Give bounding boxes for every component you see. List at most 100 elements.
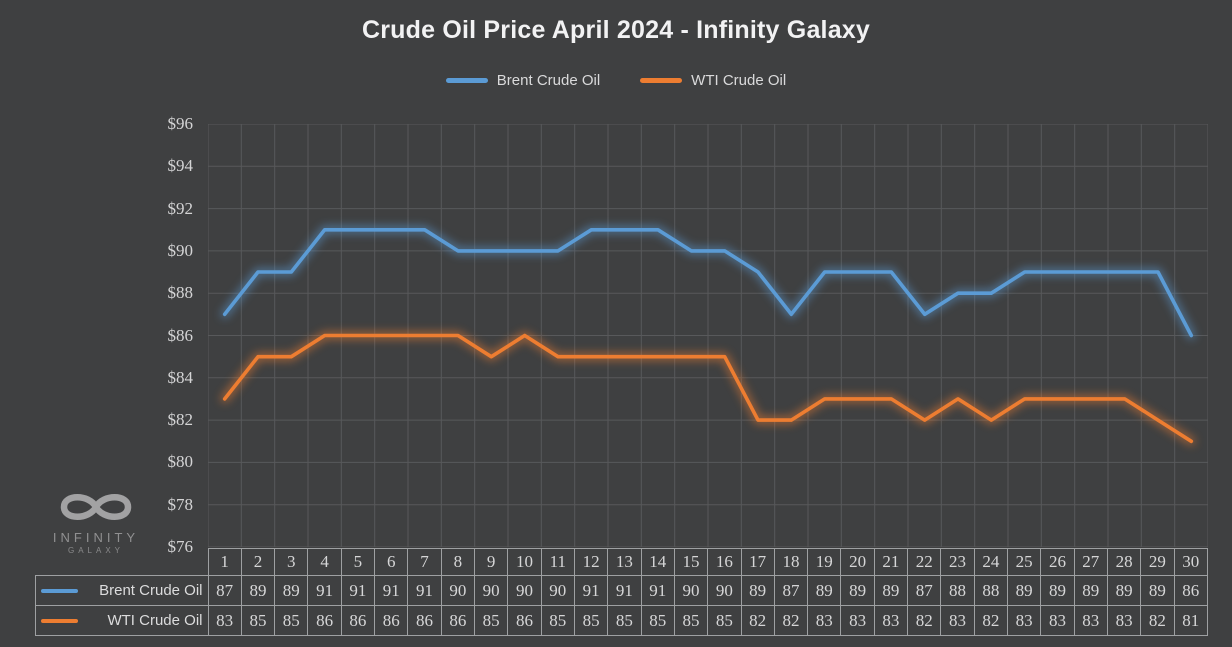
table-day-header: 9: [473, 548, 509, 576]
table-value-cell: 83: [1006, 605, 1042, 636]
table-value-cell: 89: [1073, 575, 1108, 606]
table-day-header: 3: [274, 548, 309, 576]
table-day-header: 13: [607, 548, 642, 576]
table-value-cell: 85: [707, 605, 742, 636]
table-day-header: 29: [1140, 548, 1175, 576]
table-day-header: 6: [374, 548, 409, 576]
table-value-cell: 82: [973, 605, 1009, 636]
legend-item-brent: Brent Crude Oil: [445, 72, 601, 89]
table-day-header: 14: [640, 548, 675, 576]
table-value-cell: 86: [1173, 575, 1209, 606]
table-value-cell: 83: [807, 605, 842, 636]
table-value-cell: 91: [607, 575, 642, 606]
table-value-cell: 83: [840, 605, 875, 636]
infinity-galaxy-logo: INFINITY GALAXY: [38, 490, 154, 555]
table-value-cell: 82: [907, 605, 942, 636]
table-value-cell: 86: [307, 605, 342, 636]
table-day-header: 18: [773, 548, 809, 576]
logo-text-galaxy: GALAXY: [67, 546, 124, 555]
table-value-cell: 85: [540, 605, 575, 636]
table-value-cell: 87: [773, 575, 809, 606]
table-day-header: 27: [1073, 548, 1108, 576]
table-value-cell: 86: [407, 605, 442, 636]
y-axis-tick-label: $94: [167, 156, 194, 176]
infinity-icon: [60, 494, 132, 520]
table-value-cell: 90: [540, 575, 575, 606]
table-day-header: 25: [1006, 548, 1042, 576]
table-value-cell: 90: [507, 575, 542, 606]
table-day-header: 12: [573, 548, 609, 576]
chart-legend: Brent Crude Oil WTI Crude Oil: [0, 72, 1232, 89]
table-value-cell: 87: [207, 575, 242, 606]
wti-line-swatch-icon: [640, 78, 683, 83]
table-day-header: 10: [507, 548, 542, 576]
table-day-header: 8: [440, 548, 476, 576]
series-line-wti: [222, 333, 1194, 444]
table-value-cell: 90: [673, 575, 709, 606]
table-day-header: 2: [240, 548, 276, 576]
table-value-cell: 89: [840, 575, 875, 606]
table-value-cell: 91: [640, 575, 675, 606]
y-axis-tick-label: $90: [167, 240, 194, 260]
table-value-cell: 86: [440, 605, 476, 636]
table-value-cell: 85: [240, 605, 276, 636]
legend-item-wti: WTI Crude Oil: [640, 72, 786, 89]
table-value-cell: 91: [374, 575, 409, 606]
table-day-header: 15: [673, 548, 709, 576]
legend-label-brent: Brent Crude Oil: [496, 72, 601, 89]
table-value-cell: 83: [940, 605, 975, 636]
table-day-header: 7: [407, 548, 442, 576]
table-value-cell: 82: [740, 605, 775, 636]
table-value-cell: 85: [573, 605, 609, 636]
table-day-header: 22: [907, 548, 942, 576]
y-axis-labels: $96 $94 $92 $90 $88 $86 $84 $82 $80 $78 $76: [0, 114, 197, 556]
table-value-cell: 90: [473, 575, 509, 606]
y-axis-tick-label: $84: [167, 367, 194, 387]
table-value-cell: 90: [707, 575, 742, 606]
table-value-cell: 91: [407, 575, 442, 606]
table-day-header: 24: [973, 548, 1009, 576]
table-value-cell: 82: [1140, 605, 1175, 636]
legend-label-wti: WTI Crude Oil: [691, 72, 787, 89]
y-axis-tick-label: $78: [167, 494, 194, 514]
table-value-cell: 85: [607, 605, 642, 636]
series-name: Brent Crude Oil: [99, 582, 203, 599]
table-value-cell: 88: [973, 575, 1009, 606]
table-value-cell: 89: [1140, 575, 1175, 606]
table-value-cell: 82: [773, 605, 809, 636]
table-day-header: 26: [1040, 548, 1075, 576]
series-name: WTI Crude Oil: [107, 612, 203, 629]
table-value-cell: 89: [1106, 575, 1142, 606]
table-value-cell: 81: [1173, 605, 1209, 636]
table-day-header: 28: [1106, 548, 1142, 576]
table-value-cell: 91: [573, 575, 609, 606]
table-value-cell: 85: [274, 605, 309, 636]
table-value-cell: 85: [673, 605, 709, 636]
table-value-cell: 88: [940, 575, 975, 606]
table-value-cell: 90: [440, 575, 476, 606]
chart-title: Crude Oil Price April 2024 - Infinity Ga…: [361, 16, 871, 44]
table-value-cell: 86: [507, 605, 542, 636]
logo-text-infinity: INFINITY: [52, 530, 140, 545]
table-day-header: 30: [1173, 548, 1209, 576]
table-value-cell: 85: [473, 605, 509, 636]
table-value-cell: 89: [1040, 575, 1075, 606]
table-value-cell: 87: [907, 575, 942, 606]
y-axis-tick-label: $88: [167, 283, 194, 303]
table-value-cell: 89: [807, 575, 842, 606]
y-axis-tick-label: $96: [167, 114, 194, 133]
table-day-header: 20: [840, 548, 875, 576]
series-line-brent: [222, 228, 1194, 338]
table-value-cell: 83: [1106, 605, 1142, 636]
table-value-cell: 89: [1006, 575, 1042, 606]
y-axis-tick-label: $92: [167, 198, 194, 218]
table-day-header: 1: [207, 548, 242, 576]
table-value-cell: 85: [640, 605, 675, 636]
y-axis-tick-label: $80: [167, 452, 194, 472]
table-day-header: 4: [307, 548, 342, 576]
data-table-body: 1 2 3 4 5 6 7 8 9 10 11 12 13 14 15 16 17 18 19 20 21 22 23 24 2…: [35, 548, 1209, 636]
brent-line-swatch-icon: [41, 588, 78, 593]
table-day-header: 21: [873, 548, 909, 576]
y-axis-tick-label: $86: [167, 325, 194, 345]
